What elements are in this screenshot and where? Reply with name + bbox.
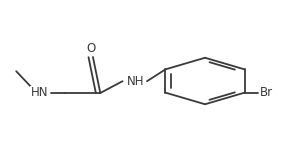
- Text: Br: Br: [260, 86, 273, 99]
- Text: O: O: [87, 42, 96, 55]
- Text: HN: HN: [31, 87, 49, 99]
- Text: NH: NH: [127, 75, 145, 88]
